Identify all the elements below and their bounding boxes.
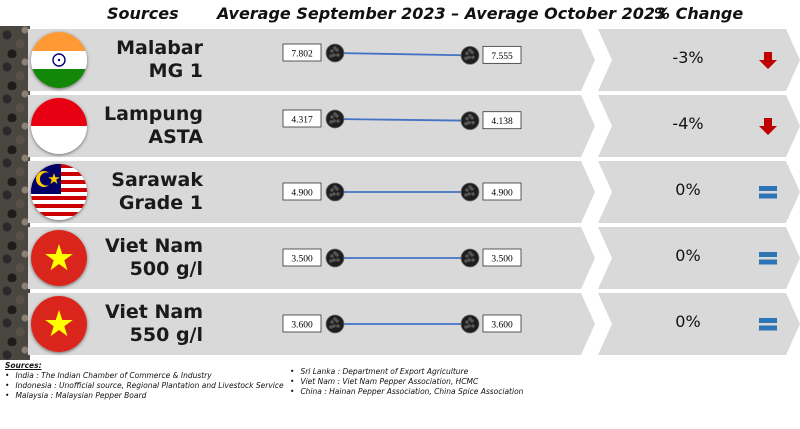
origin-label: Lampung ASTA bbox=[95, 103, 203, 149]
peppercorn-point bbox=[325, 182, 345, 202]
percent-change: 0% bbox=[675, 246, 701, 265]
percent-change: -3% bbox=[672, 48, 704, 67]
value-label-box bbox=[482, 111, 522, 130]
origin-label-line: Sarawak bbox=[111, 169, 203, 191]
header-sources: Sources bbox=[107, 4, 179, 23]
change-panel bbox=[598, 161, 800, 223]
value-label-box bbox=[282, 314, 322, 333]
origin-label-line: Malabar bbox=[116, 37, 203, 59]
india-flag bbox=[31, 32, 87, 88]
origin-label: Malabar MG 1 bbox=[95, 37, 203, 83]
value-label: 3.600 bbox=[291, 321, 313, 331]
value-label-box bbox=[482, 314, 522, 333]
peppercorn-background bbox=[0, 26, 30, 360]
value-label-box bbox=[282, 248, 322, 267]
price-plot: 4.900 4.900 bbox=[282, 182, 522, 202]
price-plot: 3.600 3.600 bbox=[282, 314, 522, 334]
value-label: 7.555 bbox=[491, 52, 513, 62]
arrow-down-icon bbox=[759, 118, 777, 135]
value-label-box bbox=[282, 43, 322, 62]
origin-label: Viet Nam 550 g/l bbox=[95, 301, 203, 347]
source-item: Indonesia : Unofficial source, Regional … bbox=[5, 381, 283, 391]
change-panel bbox=[598, 293, 800, 355]
plot-panel bbox=[183, 95, 595, 157]
peppercorn-point bbox=[460, 45, 480, 65]
peppercorn-point bbox=[325, 314, 345, 334]
value-label: 4.900 bbox=[491, 189, 513, 199]
sources-list-right: Sri Lanka : Department of Export Agricul… bbox=[290, 367, 523, 397]
price-line bbox=[334, 52, 471, 57]
value-label-box bbox=[482, 45, 522, 64]
header-change: % Change bbox=[654, 4, 744, 23]
source-item: Sri Lanka : Department of Export Agricul… bbox=[290, 367, 523, 377]
peppercorn-point bbox=[325, 248, 345, 268]
source-item: China : Hainan Pepper Association, China… bbox=[290, 387, 523, 397]
peppercorn-point bbox=[460, 248, 480, 268]
equals-icon bbox=[759, 318, 777, 331]
origin-label-line: 550 g/l bbox=[129, 324, 203, 346]
sources-list-left: India : The Indian Chamber of Commerce &… bbox=[5, 371, 284, 401]
equals-icon bbox=[759, 252, 777, 265]
vietnam-flag bbox=[31, 230, 87, 286]
source-item: India : The Indian Chamber of Commerce &… bbox=[5, 371, 284, 381]
equals-icon bbox=[759, 186, 777, 199]
price-row: Viet Nam 500 g/l 3.500 3.500 0% bbox=[0, 227, 800, 289]
price-row: Lampung ASTA 4.317 4.138 -4% bbox=[0, 95, 800, 157]
price-plot: 7.802 7.555 bbox=[282, 43, 522, 65]
change-panel bbox=[598, 227, 800, 289]
peppercorn-point bbox=[460, 314, 480, 334]
peppercorn-point bbox=[325, 43, 345, 63]
value-label-box bbox=[482, 248, 522, 267]
value-label-box bbox=[282, 182, 322, 201]
sources-footer: Sources: India : The Indian Chamber of C… bbox=[5, 361, 795, 400]
malaysia-flag bbox=[31, 164, 87, 220]
value-label: 4.138 bbox=[491, 117, 513, 127]
value-label: 3.500 bbox=[291, 255, 313, 265]
value-label: 7.802 bbox=[291, 50, 313, 60]
origin-label-line: Viet Nam bbox=[105, 235, 203, 257]
origin-label-line: Grade 1 bbox=[118, 192, 203, 214]
origin-label: Viet Nam 500 g/l bbox=[95, 235, 203, 281]
value-label-box bbox=[282, 109, 322, 128]
value-label: 4.900 bbox=[291, 189, 313, 199]
origin-label: Sarawak Grade 1 bbox=[95, 169, 203, 215]
price-plot: 3.500 3.500 bbox=[282, 248, 522, 268]
vietnam-flag bbox=[31, 296, 87, 352]
sources-title: Sources: bbox=[5, 361, 42, 370]
percent-change: 0% bbox=[675, 180, 701, 199]
peppercorn-point bbox=[325, 109, 345, 129]
value-label: 3.600 bbox=[491, 321, 513, 331]
source-item: Viet Nam : Viet Nam Pepper Association, … bbox=[290, 377, 523, 387]
value-label: 3.500 bbox=[491, 255, 513, 265]
percent-change: 0% bbox=[675, 312, 701, 331]
peppercorn-point bbox=[460, 111, 480, 131]
price-row: Malabar MG 1 7.802 7.555 -3% bbox=[0, 29, 800, 91]
peppercorn-point bbox=[460, 182, 480, 202]
origin-label-line: Viet Nam bbox=[105, 301, 203, 323]
origin-label-line: 500 g/l bbox=[129, 258, 203, 280]
indonesia-flag bbox=[31, 98, 87, 154]
arrow-down-icon bbox=[759, 52, 777, 69]
origin-label-line: ASTA bbox=[148, 126, 203, 148]
source-item: Malaysia : Malaysian Pepper Board bbox=[5, 391, 284, 401]
price-plot: 4.317 4.138 bbox=[282, 109, 522, 131]
value-label-box bbox=[482, 182, 522, 201]
price-row: Sarawak Grade 1 4.900 4.900 0% bbox=[0, 161, 800, 223]
price-line bbox=[334, 118, 471, 122]
header-period: Average September 2023 – Average October… bbox=[217, 4, 667, 23]
plot-panel bbox=[183, 29, 595, 91]
percent-change: -4% bbox=[672, 114, 704, 133]
origin-label-line: Lampung bbox=[104, 103, 203, 125]
origin-label-line: MG 1 bbox=[148, 60, 203, 82]
price-row: Viet Nam 550 g/l 3.600 3.600 0% bbox=[0, 293, 800, 355]
value-label: 4.317 bbox=[291, 116, 313, 126]
